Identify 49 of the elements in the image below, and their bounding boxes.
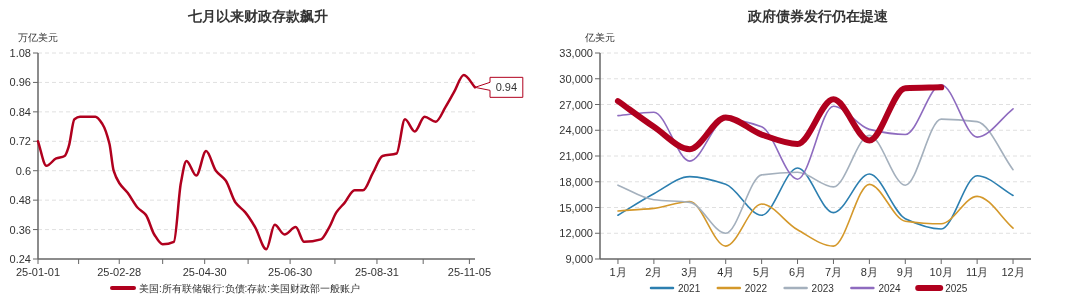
x-tick-label: 25-01-01 bbox=[15, 266, 61, 278]
y-tick-label: 0.36 bbox=[9, 223, 31, 236]
y-tick-label: 0.24 bbox=[9, 253, 31, 265]
legend-label: 2021 bbox=[678, 283, 701, 294]
y-tick-label: 0.6 bbox=[15, 164, 31, 177]
x-tick-label: 7月 bbox=[824, 266, 843, 278]
x-tick-label: 12月 bbox=[1001, 266, 1025, 278]
y-tick-label: 30,000 bbox=[559, 72, 593, 85]
x-tick-label: 25-04-30 bbox=[182, 266, 227, 278]
y-tick-label: 24,000 bbox=[559, 124, 593, 137]
y-tick-label: 33,000 bbox=[559, 47, 593, 59]
y-tick-label: 12,000 bbox=[559, 227, 593, 240]
line-series bbox=[617, 183, 1014, 247]
x-tick-label: 10月 bbox=[929, 266, 953, 278]
annotation: 0.94 bbox=[495, 81, 518, 94]
x-tick-label: 5月 bbox=[753, 266, 771, 278]
x-tick-label: 25-08-31 bbox=[354, 266, 399, 278]
legend-label: 2023 bbox=[811, 283, 835, 294]
y-tick-label: 18,000 bbox=[559, 175, 593, 188]
y-tick-label: 0.72 bbox=[9, 135, 31, 148]
x-tick-label: 1月 bbox=[609, 266, 627, 278]
y-axis-title: 亿美元 bbox=[584, 32, 615, 43]
x-tick-label: 4月 bbox=[717, 266, 735, 278]
x-tick-label: 3月 bbox=[681, 266, 699, 278]
y-tick-label: 1.08 bbox=[9, 47, 31, 59]
chart-title: 政府债券发行仍在提速 bbox=[747, 8, 889, 24]
chart-title: 七月以来财政存款飙升 bbox=[187, 8, 328, 24]
legend-label: 美国:所有联储银行:负债:存款:美国财政部一般账户 bbox=[139, 283, 361, 294]
y-tick-label: 21,000 bbox=[559, 150, 593, 162]
line-series bbox=[617, 167, 1014, 230]
legend-label: 2024 bbox=[878, 283, 902, 294]
x-tick-label: 2月 bbox=[645, 266, 663, 278]
x-tick-label: 25-11-05 bbox=[447, 266, 492, 278]
y-tick-label: 9,000 bbox=[565, 253, 593, 265]
x-tick-label: 25-02-28 bbox=[97, 266, 142, 278]
x-tick-label: 25-06-30 bbox=[268, 266, 313, 278]
x-tick-label: 11月 bbox=[965, 266, 989, 278]
y-tick-label: 0.84 bbox=[9, 105, 31, 118]
line-series bbox=[617, 118, 1014, 235]
y-tick-label: 0.48 bbox=[9, 194, 31, 207]
legend-label: 2025 bbox=[945, 283, 968, 294]
y-tick-label: 0.96 bbox=[9, 76, 31, 89]
y-tick-label: 15,000 bbox=[559, 201, 593, 214]
y-axis-title: 万亿美元 bbox=[18, 32, 58, 43]
x-tick-label: 6月 bbox=[788, 266, 807, 278]
legend-label: 2022 bbox=[744, 283, 768, 294]
y-tick-label: 27,000 bbox=[559, 98, 593, 111]
x-tick-label: 8月 bbox=[860, 266, 878, 278]
x-tick-label: 9月 bbox=[896, 266, 914, 278]
